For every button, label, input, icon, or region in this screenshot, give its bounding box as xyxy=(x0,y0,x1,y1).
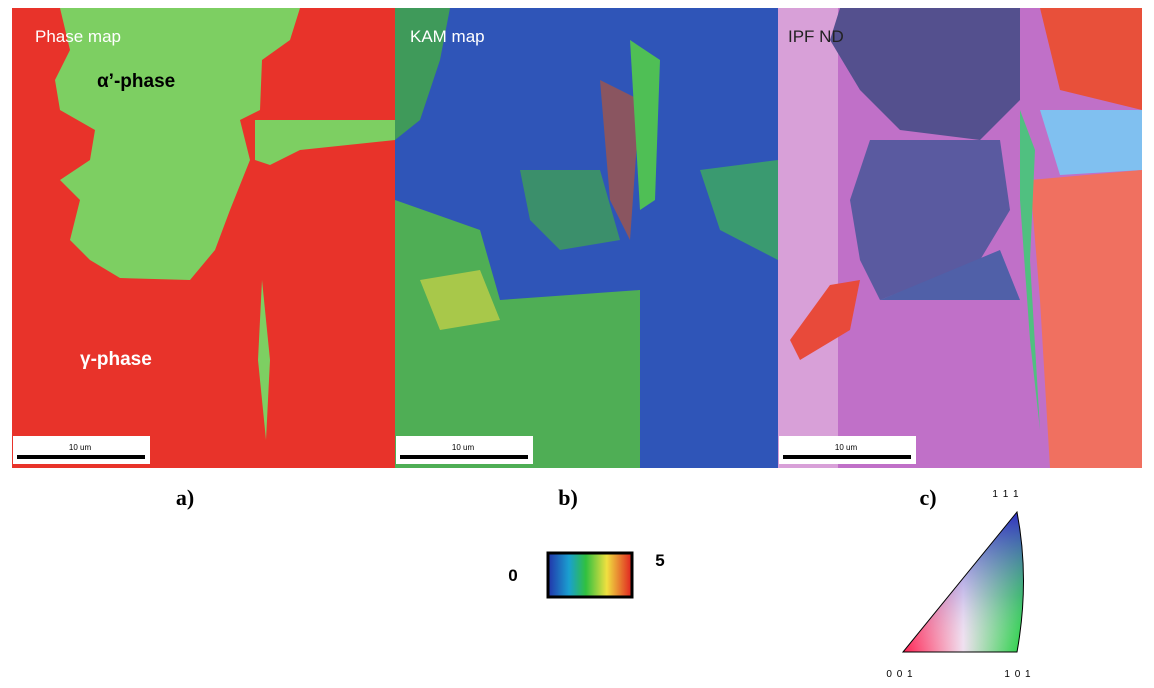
scale-bar-label: 10 um xyxy=(835,443,858,452)
panel-label: a) xyxy=(176,485,194,510)
scale-bar xyxy=(400,455,528,459)
figure: Phase map α’-phase γ-phase 10 um a) KAM … xyxy=(0,0,1154,688)
ipf-label: 0 0 1 xyxy=(886,669,913,680)
panel-label: c) xyxy=(919,485,936,510)
ipf-map xyxy=(778,8,1142,468)
panel-title: IPF ND xyxy=(788,27,844,46)
annotation: α’-phase xyxy=(97,71,175,92)
colorbar-max: 5 xyxy=(655,551,664,570)
ipf-triangle xyxy=(903,512,1024,652)
scale-bar xyxy=(783,455,911,459)
kam-colorbar xyxy=(548,553,632,597)
ipf-label: 1 0 1 xyxy=(1004,669,1031,680)
kam-map xyxy=(395,8,778,468)
phase-map xyxy=(12,8,395,468)
ipf-label: 1 1 1 xyxy=(992,489,1019,500)
colorbar-min: 0 xyxy=(508,566,517,585)
annotation: γ-phase xyxy=(80,349,152,370)
scale-bar-label: 10 um xyxy=(69,443,92,452)
scale-bar-label: 10 um xyxy=(452,443,475,452)
panel-title: Phase map xyxy=(35,27,121,46)
panel-label: b) xyxy=(558,485,578,510)
panel-title: KAM map xyxy=(410,27,485,46)
scale-bar xyxy=(17,455,145,459)
